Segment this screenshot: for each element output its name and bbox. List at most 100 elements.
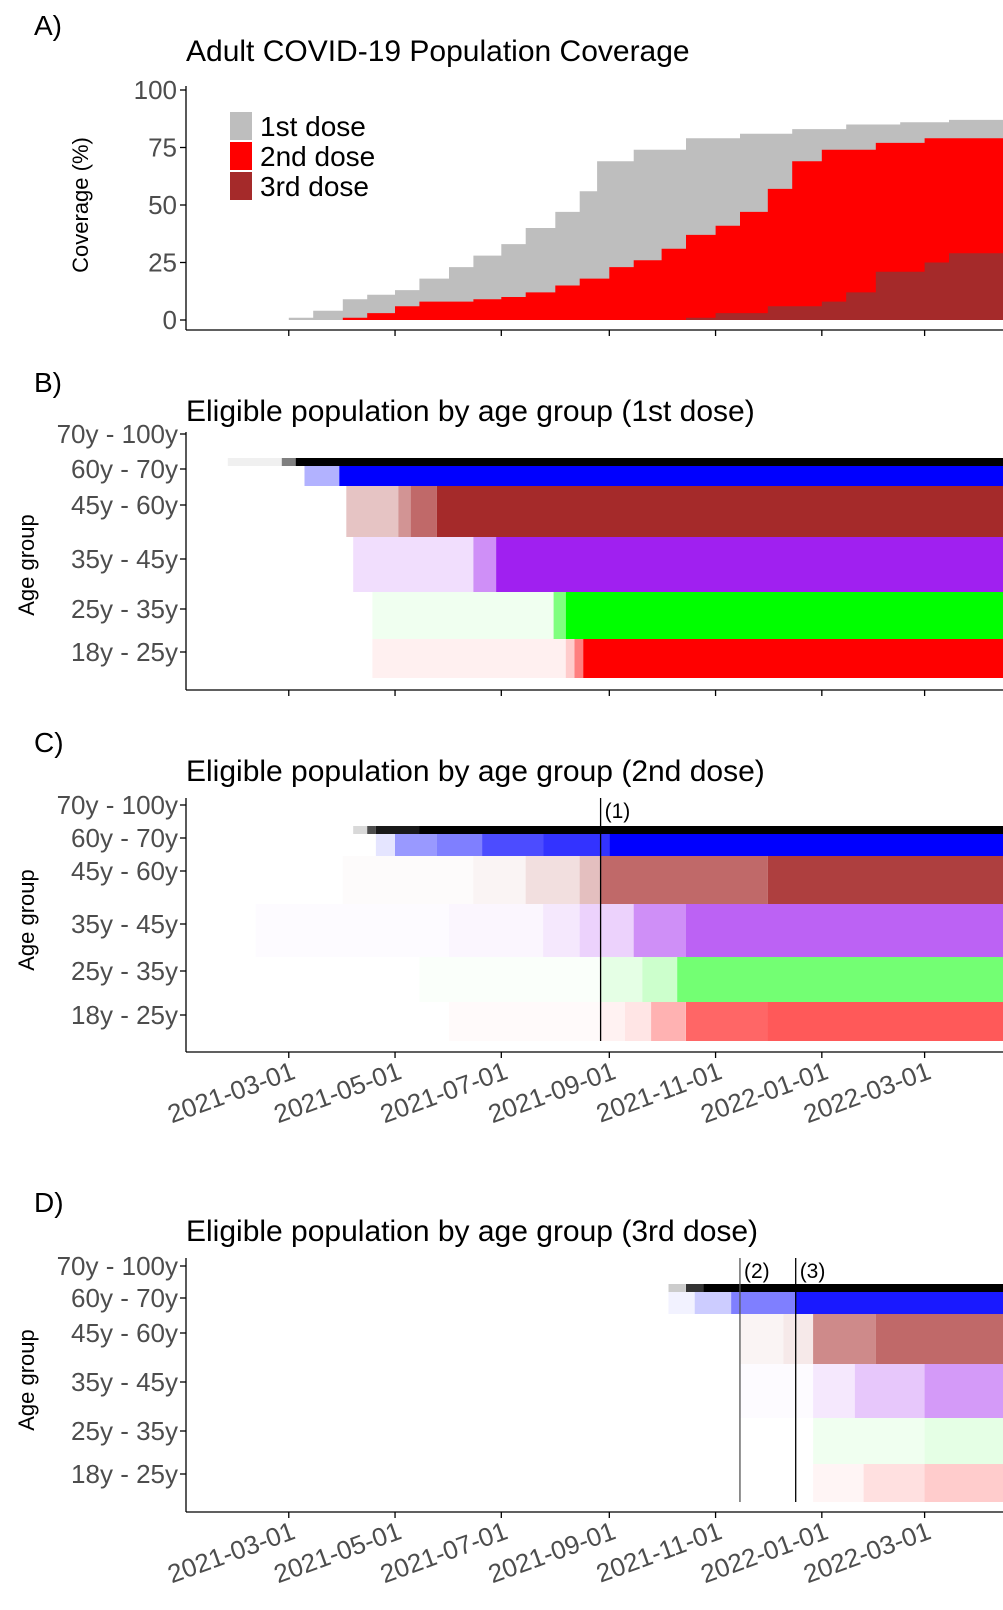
heat-cell-70y-100y <box>295 458 1003 466</box>
axes: 70y - 100y 60y - 70y 45y - 60y 35y - 45y 25y… <box>57 419 1003 696</box>
heat-cell-45y-60y <box>875 1314 1003 1364</box>
heat-cell-18y-25y <box>813 1464 864 1502</box>
panel-c-second-dose-chart: C) Eligible population by age group (2nd… <box>14 727 1003 1129</box>
panel-d-letter: D) <box>34 1187 64 1218</box>
legend-label-1st-dose: 1st dose <box>260 111 366 142</box>
y-tick-label-70y-100y: 70y - 100y <box>57 419 178 449</box>
heat-cell-18y-25y <box>565 639 575 678</box>
heat-cell-60y-70y <box>609 834 1003 856</box>
panel-c-letter: C) <box>34 727 64 758</box>
heat-cell-35y-45y <box>449 904 544 957</box>
panel-a-y-axis-label: Coverage (%) <box>68 137 93 273</box>
heat-cell-70y-100y <box>281 458 296 466</box>
panel-b-title: Eligible population by age group (1st do… <box>186 395 755 428</box>
heat-cell-35y-45y <box>473 537 496 592</box>
legend-key-2nd-dose <box>230 142 252 170</box>
coverage-areas <box>186 119 1003 321</box>
y-tick-label-70y-100y: 70y - 100y <box>57 1251 178 1281</box>
heat-cell-35y-45y <box>543 904 580 957</box>
heat-cell-35y-45y <box>924 1364 1003 1418</box>
heat-cell-35y-45y <box>256 904 449 957</box>
heat-cell-45y-60y <box>398 486 411 537</box>
heat-cell-60y-70y <box>482 834 544 856</box>
heat-cell-18y-25y <box>449 1002 601 1041</box>
heat-cell-18y-25y <box>583 639 1003 678</box>
heat-cell-60y-70y <box>668 1292 695 1314</box>
heat-cell-60y-70y <box>436 834 483 856</box>
y-tick-label-18y-25y: 18y - 25y <box>71 1459 178 1489</box>
panel-b-letter: B) <box>34 367 62 398</box>
heat-cell-70y-100y <box>419 826 1003 834</box>
heat-cell-35y-45y <box>740 1364 813 1418</box>
heatmap-cells <box>256 826 1003 1041</box>
heat-cell-60y-70y <box>339 466 1003 486</box>
y-tick-label-60y-70y: 60y - 70y <box>71 823 178 853</box>
heat-cell-25y-35y <box>372 592 554 639</box>
heat-cell-45y-60y <box>740 1314 784 1364</box>
heat-cell-70y-100y <box>367 826 376 834</box>
panel-d-third-dose-chart: D) Eligible population by age group (3rd… <box>14 1187 1003 1589</box>
heat-cell-70y-100y <box>227 458 282 466</box>
heat-cell-18y-25y <box>651 1002 686 1041</box>
y-tick-label-35y-45y: 35y - 45y <box>71 1367 178 1397</box>
y-tick-label-45y-60y: 45y - 60y <box>71 1318 178 1348</box>
heat-cell-45y-60y <box>473 856 526 904</box>
heat-cell-45y-60y <box>436 486 1003 537</box>
panel-d-title: Eligible population by age group (3rd do… <box>186 1215 758 1248</box>
panel-c-y-axis-label: Age group <box>14 869 39 971</box>
annotation-label: (1) <box>605 800 631 823</box>
y-tick-label-60y-70y: 60y - 70y <box>71 1283 178 1313</box>
y-tick-label-18y-25y: 18y - 25y <box>71 1000 178 1030</box>
y-tick-label-35y-45y: 35y - 45y <box>71 909 178 939</box>
heat-cell-25y-35y <box>924 1418 1003 1464</box>
panel-b-first-dose-chart: B) Eligible population by age group (1st… <box>14 367 1003 696</box>
heat-cell-35y-45y <box>353 537 474 592</box>
y-tick-label: 25 <box>148 248 177 278</box>
heat-cell-18y-25y <box>863 1464 925 1502</box>
heat-cell-45y-60y <box>343 856 474 904</box>
heat-cell-35y-45y <box>854 1364 925 1418</box>
heat-cell-60y-70y <box>795 1292 1003 1314</box>
heat-cell-25y-35y <box>600 957 643 1002</box>
heat-cell-70y-100y <box>668 1284 686 1292</box>
panel-d-y-axis-label: Age group <box>14 1329 39 1431</box>
heat-cell-18y-25y <box>574 639 584 678</box>
heat-cell-35y-45y <box>496 537 1003 592</box>
y-tick-label-45y-60y: 45y - 60y <box>71 490 178 520</box>
legend-key-1st-dose <box>230 112 252 140</box>
heat-cell-60y-70y <box>694 1292 732 1314</box>
y-tick-label: 75 <box>148 133 177 163</box>
heat-cell-70y-100y <box>353 826 368 834</box>
area-2nd-dose <box>186 133 1003 320</box>
heat-cell-35y-45y <box>686 904 1003 957</box>
heat-cell-18y-25y <box>372 639 566 678</box>
heat-cell-35y-45y <box>633 904 686 957</box>
heat-cell-18y-25y <box>600 1002 625 1041</box>
heat-cell-25y-35y <box>642 957 678 1002</box>
heat-cell-35y-45y <box>579 904 634 957</box>
y-tick-label: 100 <box>134 75 177 105</box>
panel-a-coverage-chart: A) Adult COVID-19 Population Coverage Co… <box>34 10 1003 336</box>
heatmap-cells <box>668 1284 1003 1502</box>
heat-cell-45y-60y <box>579 856 601 904</box>
heat-cell-45y-60y <box>410 486 437 537</box>
y-tick-label-60y-70y: 60y - 70y <box>71 454 178 484</box>
y-tick-label: 50 <box>148 190 177 220</box>
annotation-label: (3) <box>800 1260 826 1283</box>
y-tick-label-18y-25y: 18y - 25y <box>71 637 178 667</box>
heat-cell-25y-35y <box>813 1418 925 1464</box>
heat-cell-45y-60y <box>346 486 399 537</box>
heat-cell-18y-25y <box>924 1464 1003 1502</box>
heat-cell-25y-35y <box>565 592 1003 639</box>
legend-label-3rd-dose: 3rd dose <box>260 171 369 202</box>
y-tick-label-70y-100y: 70y - 100y <box>57 790 178 820</box>
heat-cell-60y-70y <box>304 466 340 486</box>
heat-cell-18y-25y <box>625 1002 652 1041</box>
panel-b-y-axis-label: Age group <box>14 514 39 616</box>
area-3rd-dose <box>186 232 1003 320</box>
heat-cell-18y-25y <box>767 1002 1003 1041</box>
heat-cell-70y-100y <box>375 826 420 834</box>
heat-cell-25y-35y <box>419 957 600 1002</box>
